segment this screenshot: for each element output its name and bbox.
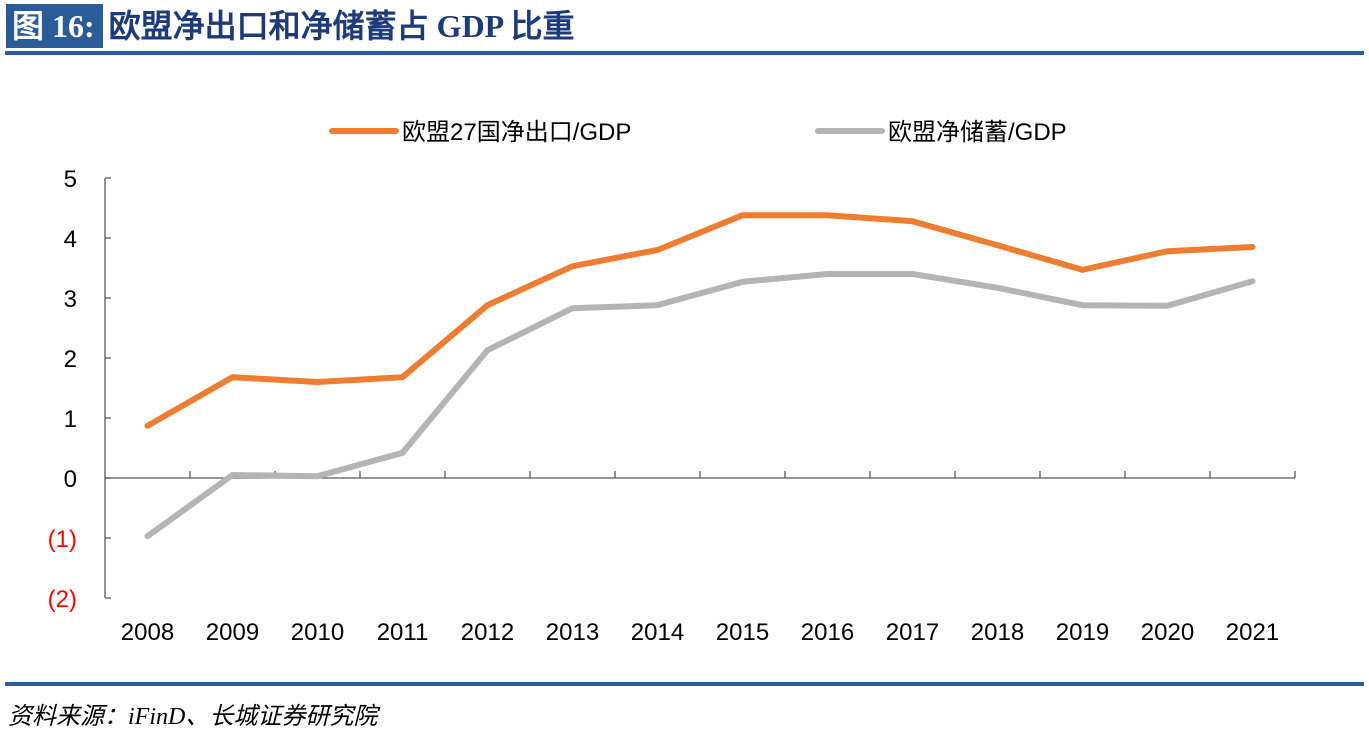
x-tick-label: 2016: [801, 619, 854, 646]
y-tick-label: 1: [64, 406, 77, 433]
legend-label: 欧盟27国净出口/GDP: [402, 119, 631, 146]
x-tick-label: 2008: [121, 619, 174, 646]
x-tick-label: 2021: [1226, 619, 1279, 646]
x-tick-label: 2011: [377, 619, 429, 646]
legend-label: 欧盟净储蓄/GDP: [888, 119, 1067, 146]
x-tick-label: 2013: [546, 619, 599, 646]
source-note: 资料来源：iFinD、长城证券研究院: [8, 704, 378, 730]
x-tick-label: 2014: [631, 619, 684, 646]
y-tick-label: 0: [64, 466, 77, 493]
x-tick-label: 2009: [206, 619, 259, 646]
y-tick-label: 3: [64, 286, 77, 313]
legend: 欧盟27国净出口/GDP 欧盟净储蓄/GDP: [329, 119, 1067, 146]
figure-label: 图 16:: [6, 4, 103, 48]
x-tick-label: 2018: [971, 619, 1024, 646]
y-tick-label: 4: [64, 226, 77, 253]
axes: 5 4 3 2 1 0 (1) (2) 2008 2009 2010 2011 2012 2013 2014…: [48, 166, 1296, 646]
series-line-2: [144, 271, 1256, 540]
series-group: [144, 212, 1256, 540]
series-line-1: [144, 212, 1256, 429]
header-divider: [5, 51, 1364, 55]
x-tick-label: 2015: [716, 619, 769, 646]
footer-divider: [5, 682, 1364, 686]
y-tick-label: (1): [48, 526, 77, 553]
x-tick-label: 2020: [1141, 619, 1194, 646]
x-tick-label: 2019: [1056, 619, 1109, 646]
x-tick-label: 2017: [886, 619, 939, 646]
y-tick-label: (2): [48, 586, 77, 613]
x-tick-label: 2010: [291, 619, 344, 646]
figure-title: 欧盟净出口和净储蓄占 GDP 比重: [108, 8, 575, 44]
figure-header: 图 16: 欧盟净出口和净储蓄占 GDP 比重: [6, 4, 574, 48]
y-tick-label: 2: [64, 346, 77, 373]
y-tick-label: 5: [64, 166, 77, 193]
x-tick-label: 2012: [461, 619, 514, 646]
